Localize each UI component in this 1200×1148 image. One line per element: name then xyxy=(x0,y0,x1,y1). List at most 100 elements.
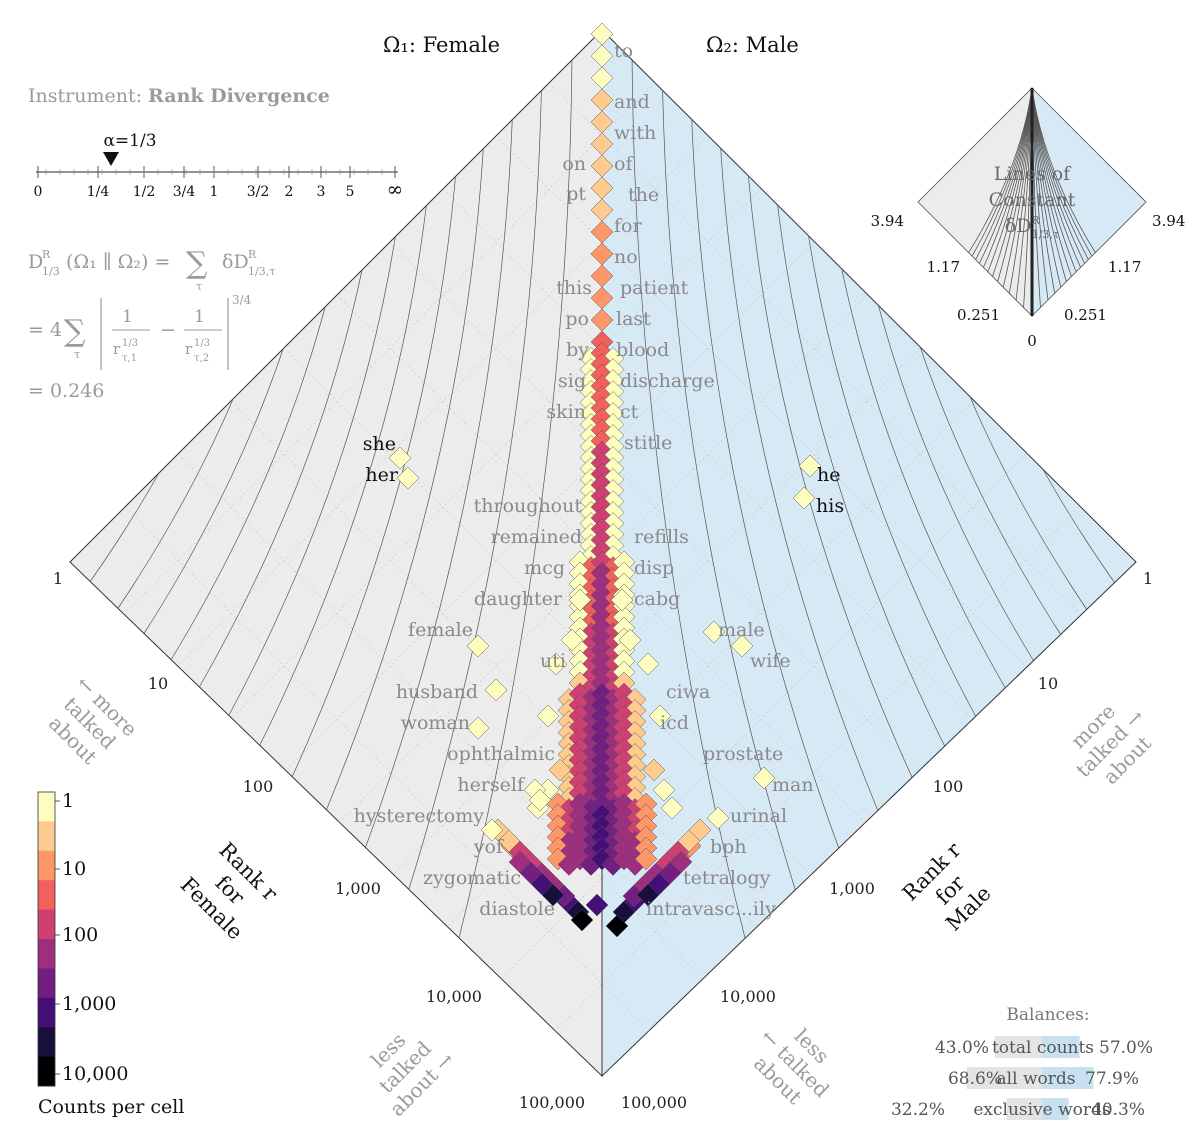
tick-right: 100 xyxy=(933,777,964,796)
heat-cell xyxy=(798,454,822,478)
word-right: stitle xyxy=(624,432,672,454)
tick-left: 10 xyxy=(148,674,168,693)
colorbar-segment xyxy=(38,1056,55,1087)
heat-cell xyxy=(544,652,568,676)
word-right: the xyxy=(628,184,659,206)
tick-left: 10,000 xyxy=(426,987,482,1006)
svg-text:∑: ∑ xyxy=(186,246,208,281)
word-right: prostate xyxy=(703,743,783,765)
heat-cell xyxy=(388,446,412,470)
word-left: ophthalmic xyxy=(447,743,555,765)
heat-cell xyxy=(590,22,614,46)
svg-text:R: R xyxy=(42,248,51,261)
colorbar-segment xyxy=(38,850,55,881)
heat-cell xyxy=(541,883,565,907)
svg-text:D: D xyxy=(28,251,43,273)
inset-title-l3: δDR 1/3,τ xyxy=(1005,214,1059,241)
heat-cell xyxy=(536,704,560,728)
word-right: bph xyxy=(710,836,747,858)
word-right: intravasc...ily xyxy=(646,898,776,920)
alpha-tick-label: 2 xyxy=(285,184,294,200)
word-left: by xyxy=(566,339,589,361)
alpha-tick-label: 1 xyxy=(210,184,219,200)
alpha-tick-label: ∞ xyxy=(387,177,404,201)
alpha-label: α=1/3 xyxy=(103,131,156,151)
colorbar-segment xyxy=(38,1027,55,1058)
word-right: disp xyxy=(634,557,674,579)
tick-left: 100 xyxy=(243,777,274,796)
heat-cell xyxy=(642,758,666,782)
word-right: refills xyxy=(634,526,689,548)
rank-ticks: 1 1 10 10 100 100 1,000 1,000 10,000 10,000 100,00… xyxy=(53,569,1153,1112)
less-talked-left: less talked about → xyxy=(366,1028,459,1121)
heat-cell xyxy=(568,588,592,612)
balance-bar-right xyxy=(1042,1036,1080,1058)
balance-right: 57.0% xyxy=(1099,1038,1153,1058)
title-right: Ω₂: Male xyxy=(706,33,799,57)
heat-cell xyxy=(560,628,584,652)
heat-cell xyxy=(660,796,684,820)
word-left: daughter xyxy=(474,588,563,610)
svg-text:τ: τ xyxy=(74,348,80,361)
heat-cell xyxy=(570,908,594,932)
word-right: ciwa xyxy=(666,681,710,703)
less-talked-right: less ← talked about xyxy=(749,1024,834,1109)
svg-text:1/3: 1/3 xyxy=(122,338,138,349)
balance-bar-left xyxy=(966,1067,1042,1089)
word-right: with xyxy=(614,122,656,144)
balance-left: 32.2% xyxy=(891,1100,945,1120)
word-right: man xyxy=(772,774,814,796)
alpha-scale: α=1/3 0 1/4 1/2 3/4 1 3/2 2 3 5 ∞ xyxy=(34,131,404,201)
word-right: to xyxy=(614,40,633,62)
left-axis-title: Rank r for Female xyxy=(176,838,283,944)
heat-cell xyxy=(618,628,642,652)
balance-left: 68.6% xyxy=(948,1069,1002,1089)
heat-cell xyxy=(528,788,552,812)
word-right: last xyxy=(616,308,651,330)
alpha-tick-label: 3 xyxy=(317,184,326,200)
inset-bottom: 0 xyxy=(1027,332,1037,350)
word-right: cabg xyxy=(634,588,680,610)
svg-text:1/3,τ: 1/3,τ xyxy=(248,265,275,278)
word-right: ct xyxy=(620,401,639,423)
heatmap-cells xyxy=(388,22,822,938)
svg-text:r: r xyxy=(113,340,121,358)
word-left: mcg xyxy=(524,557,565,579)
word-left: her xyxy=(365,464,398,486)
tick-right: 1 xyxy=(1143,569,1153,588)
heat-cell xyxy=(652,778,676,802)
word-left: herself xyxy=(457,774,526,796)
colorbar-label: 100 xyxy=(62,924,98,946)
heat-cell xyxy=(634,847,658,871)
colorbar-label: 10 xyxy=(62,858,86,880)
balances-title: Balances: xyxy=(1006,1005,1089,1025)
heat-cell xyxy=(480,818,504,842)
alpha-tick-label: 1/4 xyxy=(87,184,110,200)
colorbar-segment xyxy=(38,997,55,1028)
word-right: wife xyxy=(750,650,791,672)
svg-text:−: − xyxy=(160,319,176,341)
svg-text:3/4: 3/4 xyxy=(232,293,252,307)
balance-label: total counts xyxy=(992,1038,1094,1058)
inset-right-2: 1.17 xyxy=(1108,258,1141,276)
tick-left: 1 xyxy=(53,569,63,588)
alpha-tick-label: 3/4 xyxy=(173,184,196,200)
balance-right: 40.3% xyxy=(1091,1100,1145,1120)
heat-cell xyxy=(636,883,660,907)
svg-text:τ: τ xyxy=(196,280,202,293)
inset-right-3: 0.251 xyxy=(1064,306,1107,324)
word-left: hysterectomy xyxy=(354,805,485,827)
svg-text:R: R xyxy=(248,248,257,261)
heat-cell xyxy=(636,652,660,676)
colorbar-label: 1,000 xyxy=(62,993,116,1015)
balance-bar-left xyxy=(1006,1098,1042,1120)
word-left: sig xyxy=(558,370,586,392)
word-left: female xyxy=(408,619,473,641)
inset-title-l2: Constant xyxy=(989,189,1076,211)
balance-bar-left xyxy=(994,1036,1042,1058)
word-labels: on pt this po by sig skin she her throughout remai… xyxy=(354,40,844,920)
right-axis-title: Rank r for Male xyxy=(898,837,996,936)
colorbar-segment xyxy=(38,880,55,911)
word-left: throughout xyxy=(474,495,583,517)
colorbar-segment xyxy=(38,821,55,852)
